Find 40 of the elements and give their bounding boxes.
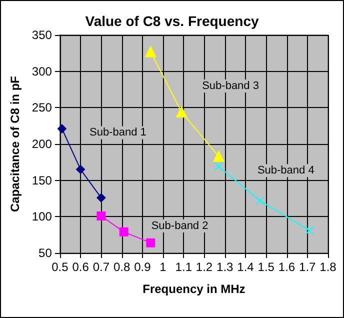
x-tick-label: 1.1 <box>175 260 192 274</box>
point <box>255 196 264 206</box>
y-axis-title: Capacitance of C8 in pF <box>8 76 22 212</box>
y-tick-label: 350 <box>32 28 52 42</box>
point <box>176 106 188 118</box>
x-tick-label: 1.4 <box>237 260 254 274</box>
point <box>213 150 224 162</box>
y-tick-label: 150 <box>32 173 52 188</box>
x-tick-label: 0.9 <box>134 260 152 274</box>
point <box>76 164 86 174</box>
series-label: Sub-band 1 <box>89 126 146 139</box>
chart-title: Value of C8 vs. Frequency <box>85 13 259 29</box>
point <box>96 193 106 202</box>
point <box>145 46 156 58</box>
point <box>96 211 106 220</box>
series-label: Sub-band 2 <box>151 220 208 232</box>
x-tick-label: 0.5 <box>52 260 69 274</box>
x-tick-label: 1 <box>160 260 167 274</box>
y-tick-label: 300 <box>32 64 52 78</box>
x-tick-label: 1.5 <box>258 260 275 274</box>
point <box>304 226 314 235</box>
x-tick-label: 0.6 <box>72 260 90 274</box>
x-tick-label: 0.8 <box>113 260 130 274</box>
series-label: Sub-band 4 <box>257 164 314 177</box>
text: Sub-band 3 <box>202 80 259 92</box>
x-tick-label: 1.6 <box>278 260 296 274</box>
y-tick-label: 250 <box>32 100 52 115</box>
point <box>57 124 66 134</box>
x-axis-title: Frequency in MHz <box>142 282 246 296</box>
y-tick-label: 100 <box>32 210 52 224</box>
point <box>214 162 224 172</box>
y-tick-label: 200 <box>32 137 52 151</box>
x-tick-label: 0.7 <box>92 260 110 274</box>
point <box>119 227 128 236</box>
x-tick-label: 1.2 <box>196 260 213 274</box>
x-tick-label: 1.8 <box>320 260 337 274</box>
x-tick-label: 1.7 <box>299 260 316 274</box>
point <box>146 238 156 248</box>
x-tick-label: 1.3 <box>216 260 234 274</box>
y-tick-label: 50 <box>38 246 52 260</box>
